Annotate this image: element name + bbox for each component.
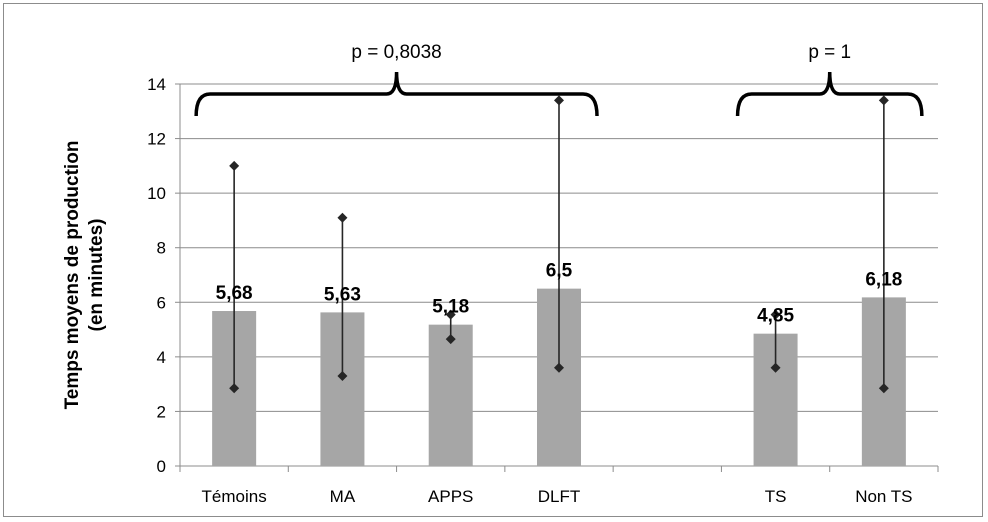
y-tick-label: 12 <box>147 130 166 149</box>
error-bar-marker <box>337 370 348 381</box>
y-tick-label: 10 <box>147 184 166 203</box>
y-tick-label: 4 <box>157 348 166 367</box>
error-bar-marker <box>554 362 564 373</box>
error-bar-marker <box>878 95 889 106</box>
significance-brace <box>194 71 599 117</box>
y-tick-label: 0 <box>157 457 166 476</box>
y-axis-title: Temps moyens de production <box>62 141 83 410</box>
x-tick-label: TS <box>765 487 787 506</box>
bar <box>428 324 473 466</box>
y-tick-label: 14 <box>147 75 166 94</box>
x-tick-label: Témoins <box>202 487 267 506</box>
error-bar-marker <box>878 383 889 394</box>
error-bar-marker <box>445 334 456 345</box>
x-tick-label: APPS <box>428 487 473 506</box>
x-tick-label: DLFT <box>538 487 581 506</box>
x-tick-label: MA <box>330 487 356 506</box>
chart-frame <box>3 3 983 517</box>
data-label: 4,85 <box>757 306 794 327</box>
x-tick-label: Non TS <box>855 487 912 506</box>
y-tick-label: 8 <box>157 239 166 258</box>
data-label: 5,63 <box>324 284 361 305</box>
y-tick-label: 6 <box>157 293 166 312</box>
p-value-label: p = 1 <box>808 42 851 63</box>
error-bar-marker <box>770 362 781 373</box>
error-bar-marker <box>229 160 240 171</box>
y-axis-title: (en minutes) <box>86 219 107 332</box>
significance-brace <box>735 71 924 117</box>
error-bar-marker <box>337 212 348 223</box>
error-bar-marker <box>445 309 456 320</box>
data-label: 6,5 <box>546 261 573 282</box>
error-bar-marker <box>554 95 564 106</box>
y-tick-label: 2 <box>157 402 166 421</box>
data-label: 5,68 <box>216 283 253 304</box>
data-label: 6,18 <box>865 269 902 290</box>
error-bar-marker <box>229 383 240 394</box>
error-bar-marker <box>770 309 781 320</box>
p-value-label: p = 0,8038 <box>351 42 441 63</box>
data-label: 5,18 <box>432 297 469 318</box>
